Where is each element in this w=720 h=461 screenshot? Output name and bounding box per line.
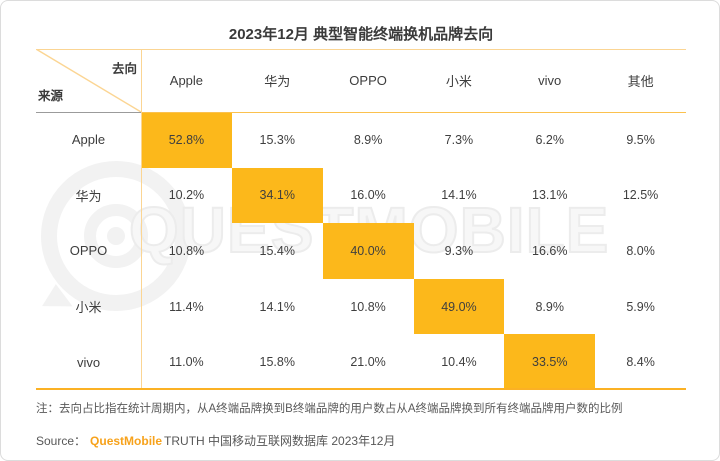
row-label-huawei: 华为 bbox=[75, 188, 102, 204]
table-cell: 16.6% bbox=[532, 243, 568, 258]
table-cell: 9.3% bbox=[444, 243, 474, 258]
table-cell: 40.0% bbox=[322, 223, 414, 279]
col-header-xiaomi: 小米 bbox=[445, 74, 472, 89]
footnote: 注：去向占比指在统计周期内，从A终端品牌换到B终端品牌的用户数占从A终端品牌换到… bbox=[36, 403, 623, 415]
source-prefix: Source： bbox=[36, 434, 87, 448]
table-cell: 34.1% bbox=[231, 167, 323, 224]
table-cell: 8.9% bbox=[535, 299, 564, 314]
table-cell: 33.5% bbox=[504, 334, 596, 390]
table-cell: 10.8% bbox=[168, 243, 205, 258]
row-label-xiaomi: 小米 bbox=[75, 300, 102, 316]
source-brand: QuestMobile bbox=[90, 434, 163, 448]
table-cell: 11.0% bbox=[169, 355, 204, 370]
row-label-vivo: vivo bbox=[76, 354, 101, 370]
page-title: 2023年12月 典型智能终端换机品牌去向 bbox=[228, 26, 494, 43]
corner-diagonal-icon bbox=[36, 49, 141, 112]
col-header-vivo: vivo bbox=[538, 73, 562, 88]
table-cell: 6.2% bbox=[535, 132, 564, 147]
table-cell: 16.0% bbox=[350, 188, 386, 203]
table-cell: 15.8% bbox=[259, 355, 295, 370]
corner-header-cell: 去向 来源 bbox=[36, 49, 141, 112]
col-header-huawei: 华为 bbox=[264, 74, 291, 89]
destination-axis-label: 去向 bbox=[111, 62, 137, 76]
table-cell: 9.5% bbox=[626, 132, 655, 147]
table-cell: 52.8% bbox=[141, 112, 232, 168]
table-cell: 12.5% bbox=[622, 188, 659, 203]
table-cell: 14.1% bbox=[259, 299, 295, 314]
table-cell: 7.3% bbox=[444, 132, 474, 147]
table-cell: 8.0% bbox=[626, 243, 655, 258]
table-cell: 10.4% bbox=[441, 355, 477, 370]
table-cell: 5.9% bbox=[626, 299, 655, 314]
table-cell: 10.2% bbox=[168, 188, 205, 203]
table-cell: 21.0% bbox=[350, 355, 386, 370]
table-cell: 11.4% bbox=[169, 299, 204, 314]
table-cell: 14.1% bbox=[441, 188, 477, 203]
col-header-apple: Apple bbox=[169, 73, 204, 88]
table-cell: 8.4% bbox=[626, 355, 655, 370]
table-cell: 10.8% bbox=[350, 299, 386, 314]
row-label-oppo: OPPO bbox=[69, 243, 108, 259]
col-header-other: 其他 bbox=[627, 74, 654, 89]
table-cell: 8.9% bbox=[353, 132, 383, 147]
brand-switch-table: 去向 来源 Apple 华为 OPPO 小米 vivo 其他 Apple 52.… bbox=[36, 49, 686, 390]
table-cell: 49.0% bbox=[413, 278, 505, 335]
table-cell: 15.4% bbox=[259, 243, 295, 258]
table-cell: 13.1% bbox=[532, 188, 568, 203]
row-label-apple: Apple bbox=[71, 132, 106, 148]
col-header-oppo: OPPO bbox=[349, 73, 387, 88]
source-suffix: TRUTH 中国移动互联网数据库 2023年12月 bbox=[164, 434, 396, 448]
table-cell: 15.3% bbox=[259, 132, 295, 147]
source-axis-label: 来源 bbox=[38, 89, 64, 103]
source-line: Source： QuestMobile TRUTH 中国移动互联网数据库 2023年… bbox=[36, 432, 395, 449]
